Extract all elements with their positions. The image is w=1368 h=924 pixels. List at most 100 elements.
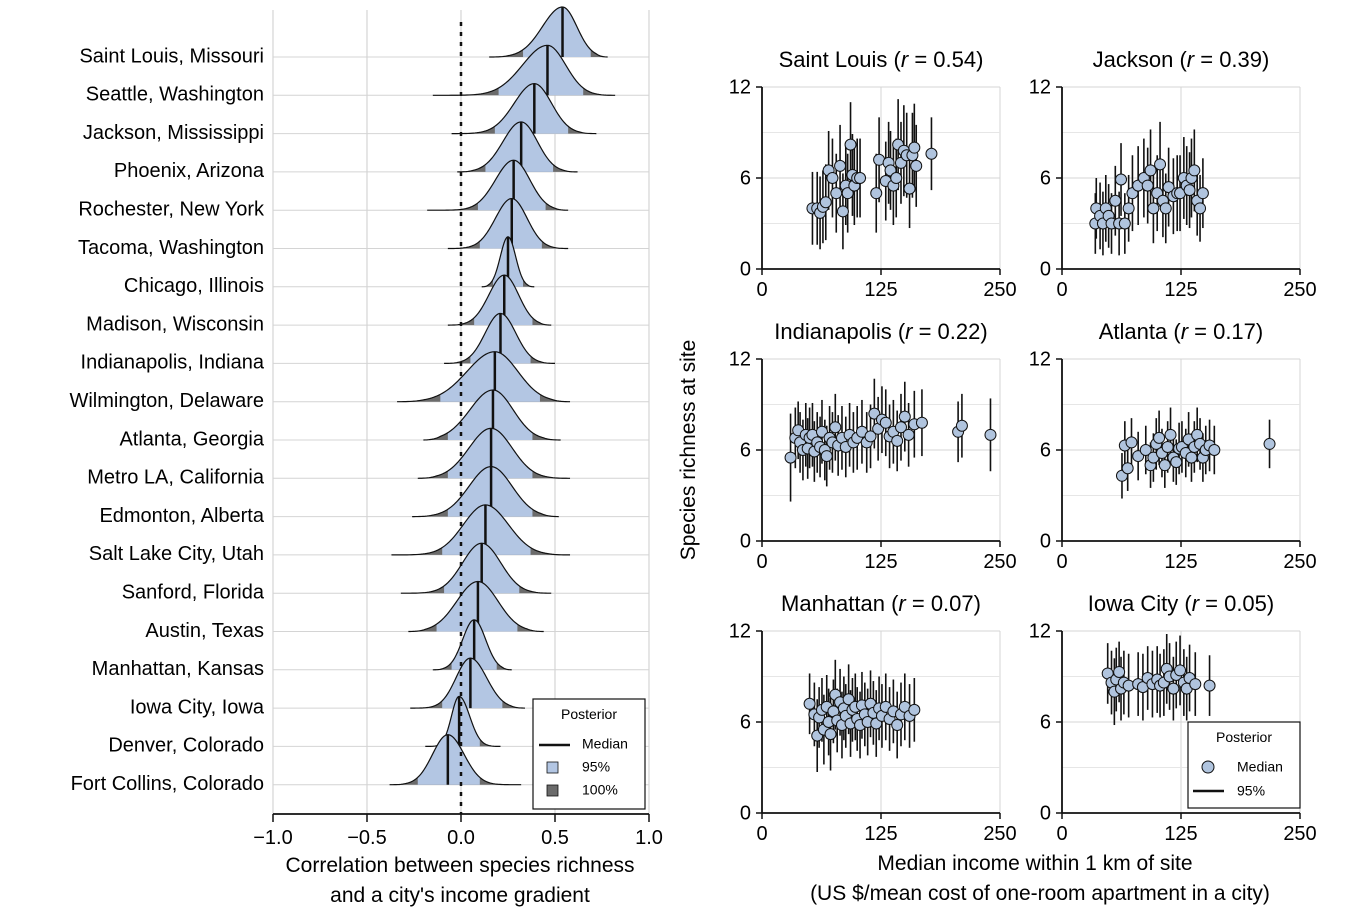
scatter-panel-indianapolis: 0 125 250 0 6 12 Indianapolis (r = 0.22)	[729, 319, 1017, 573]
city-label: Iowa City, Iowa	[130, 696, 265, 718]
posterior-outline	[447, 274, 552, 326]
posterior-outline	[432, 619, 512, 671]
data-point	[1153, 431, 1166, 444]
panel-y-tick-label: 0	[1040, 530, 1051, 552]
city-label: Chicago, Illinois	[124, 275, 264, 297]
data-point	[903, 182, 916, 195]
data-point	[836, 205, 849, 218]
scatter-panel-atlanta: 0 125 250 0 6 12 Atlanta (r = 0.17)	[1029, 319, 1317, 573]
data-point	[908, 703, 921, 716]
panel-y-tick-label: 12	[729, 620, 751, 642]
x-tick-label: −1.0	[253, 827, 292, 849]
posterior-95-area	[494, 83, 569, 134]
ridgeline-x-axis: −1.0 −0.5 0.0 0.5 1.0	[253, 813, 663, 849]
data-point	[1144, 164, 1157, 177]
data-point	[1189, 678, 1202, 691]
left-x-axis-title-line2: and a city's income gradient	[330, 884, 590, 907]
posterior-outline	[451, 83, 597, 135]
data-point	[898, 410, 911, 423]
city-label: Madison, Wisconsin	[86, 313, 264, 335]
city-label: Austin, Texas	[145, 620, 264, 642]
data-point	[1141, 179, 1154, 192]
data-point	[1188, 164, 1201, 177]
data-point	[784, 451, 797, 464]
panel-x-tick-label: 0	[756, 823, 767, 845]
panel-y-tick-label: 12	[1029, 348, 1051, 370]
posterior-outline	[457, 121, 578, 173]
data-point	[910, 159, 923, 172]
posterior-outline	[389, 734, 522, 786]
city-label: Tacoma, Washington	[78, 237, 264, 259]
posterior-outline	[447, 197, 569, 250]
data-point	[902, 428, 915, 441]
posterior-outline	[489, 6, 608, 58]
panel-x-tick-label: 0	[756, 279, 767, 301]
data-point	[803, 697, 816, 710]
data-point	[1167, 682, 1180, 695]
panel-y-tick-label: 0	[1040, 258, 1051, 280]
right-x-axis-title-line1: Median income within 1 km of site	[877, 852, 1192, 875]
panel-x-tick-label: 250	[1283, 279, 1316, 301]
panel-y-tick-label: 6	[740, 711, 751, 733]
panel-x-tick-label: 125	[1164, 551, 1197, 573]
panel-x-tick-label: 250	[983, 551, 1016, 573]
data-point	[1203, 679, 1216, 692]
posterior-outline	[432, 44, 616, 96]
city-label: Indianapolis, Indiana	[81, 352, 265, 374]
data-point	[1164, 428, 1177, 441]
city-label: Salt Lake City, Utah	[89, 543, 264, 565]
panel-y-tick-label: 12	[1029, 620, 1051, 642]
x-tick-label: 0.5	[541, 827, 569, 849]
data-point	[854, 172, 867, 184]
right-legend-title: Posterior	[1216, 729, 1272, 745]
panel-y-tick-label: 6	[740, 439, 751, 461]
data-point	[824, 728, 837, 741]
right-y-axis-title: Species richness at site	[677, 340, 700, 561]
posterior-95-area	[477, 160, 546, 211]
data-point	[1147, 202, 1160, 215]
data-point	[870, 187, 883, 200]
right-legend-median-label: Median	[1237, 759, 1283, 775]
panel-y-tick-label: 0	[740, 258, 751, 280]
posterior-outline	[410, 657, 525, 709]
data-point	[1185, 451, 1198, 464]
panel-x-tick-label: 0	[1056, 823, 1067, 845]
data-point	[984, 428, 997, 441]
city-label: Phoenix, Arizona	[114, 160, 265, 182]
posterior-outline	[397, 351, 571, 403]
panel-x-tick-label: 0	[1056, 551, 1067, 573]
data-point	[915, 416, 928, 429]
legend-100-swatch	[546, 784, 559, 797]
data-point	[890, 172, 903, 184]
data-point	[1113, 665, 1126, 678]
panel-title: Manhattan (r = 0.07)	[781, 591, 981, 616]
panel-y-tick-label: 12	[729, 76, 751, 98]
panel-x-tick-label: 250	[1283, 551, 1316, 573]
data-point	[1196, 187, 1209, 200]
panel-y-tick-label: 0	[1040, 802, 1051, 824]
data-point	[955, 419, 968, 432]
data-point	[1161, 440, 1174, 453]
x-tick-label: 0.0	[447, 827, 475, 849]
data-point	[1139, 444, 1152, 456]
left-legend-100-label: 100%	[582, 782, 618, 798]
posterior-95-area	[442, 658, 503, 709]
panel-x-tick-label: 125	[1164, 279, 1197, 301]
panel-x-tick-label: 125	[1164, 823, 1197, 845]
data-point	[1158, 459, 1171, 472]
panel-y-tick-label: 6	[1040, 167, 1051, 189]
city-label: Seattle, Washington	[86, 84, 264, 106]
city-label: Denver, Colorado	[108, 735, 264, 757]
left-legend-95-label: 95%	[582, 759, 610, 775]
data-point	[841, 187, 854, 200]
city-label: Edmonton, Alberta	[99, 505, 264, 527]
panel-x-tick-label: 125	[864, 823, 897, 845]
panel-x-tick-label: 0	[1056, 279, 1067, 301]
data-point	[819, 196, 832, 209]
city-label: Rochester, New York	[78, 198, 265, 220]
city-label: Manhattan, Kansas	[92, 658, 264, 680]
data-point	[1122, 202, 1135, 215]
panel-y-tick-label: 6	[740, 167, 751, 189]
data-point	[834, 159, 847, 172]
city-label: Sanford, Florida	[122, 581, 265, 603]
